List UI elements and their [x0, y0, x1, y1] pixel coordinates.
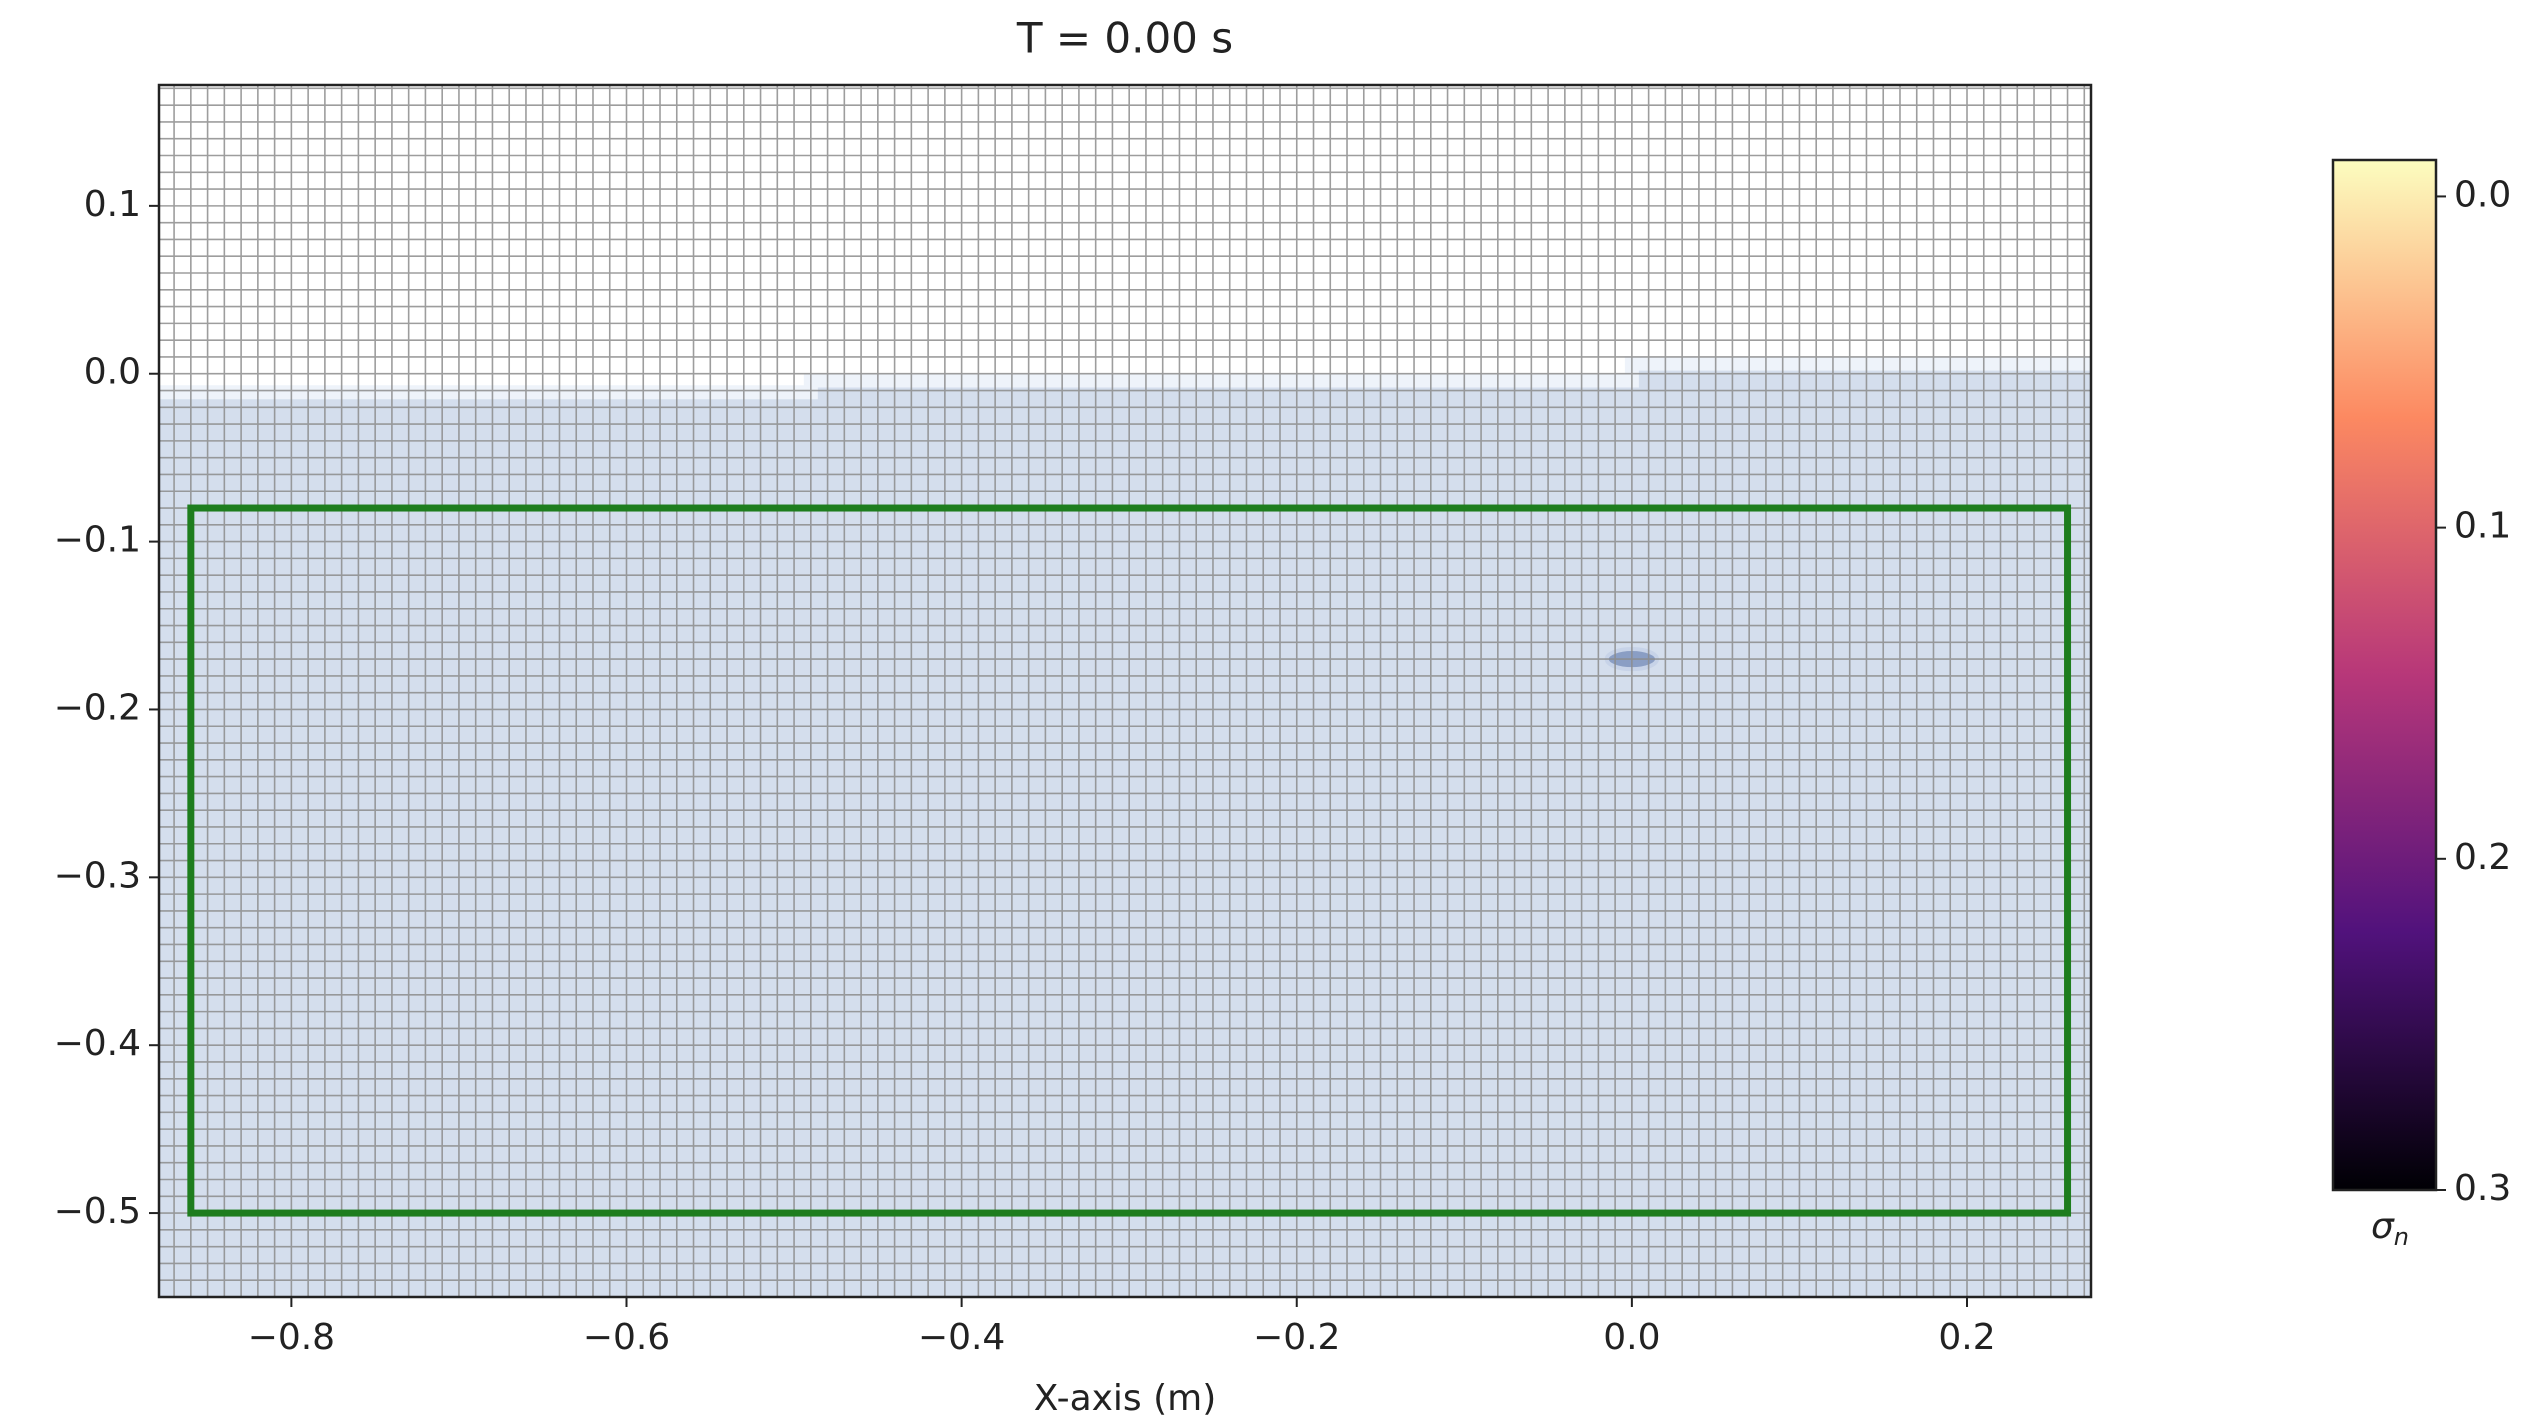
y-tick-label: −0.5 — [54, 1191, 141, 1232]
axes-frame — [157, 83, 2093, 1299]
colorbar-label: σn — [2371, 1206, 2409, 1251]
x-tick-label: 0.0 — [1603, 1317, 1660, 1358]
colorbar-tick-label: 0.1 — [2454, 506, 2511, 547]
x-tick-label: −0.2 — [1253, 1317, 1340, 1358]
y-tick-label: −0.3 — [54, 855, 141, 896]
colorbar — [2331, 158, 2438, 1192]
colorbar-tick-label: 0.3 — [2454, 1168, 2511, 1209]
y-tick-label: 0.0 — [84, 352, 141, 393]
y-tick-label: −0.2 — [54, 687, 141, 728]
x-tick-label: −0.4 — [918, 1317, 1005, 1358]
free-surface — [159, 356, 2091, 400]
colorbar-label-main: σ — [2371, 1206, 2395, 1247]
domain-box — [187, 504, 2072, 1217]
y-tick-label: −0.1 — [54, 520, 141, 561]
plot-area — [159, 85, 2091, 1297]
colorbar-tick-label: 0.2 — [2454, 837, 2511, 878]
x-tick-label: −0.6 — [583, 1317, 670, 1358]
fluid-region — [159, 363, 2091, 1297]
y-tick-label: −0.4 — [54, 1023, 141, 1064]
x-tick-label: 0.2 — [1938, 1317, 1995, 1358]
x-tick-label: −0.8 — [248, 1317, 335, 1358]
chart-title: T = 0.00 s — [1016, 14, 1233, 63]
colorbar-label-sub: n — [2394, 1223, 2409, 1251]
colorbar-tick-label: 0.0 — [2454, 174, 2511, 215]
y-tick-label: 0.1 — [84, 184, 141, 225]
x-axis-label: X-axis (m) — [1034, 1378, 1217, 1419]
